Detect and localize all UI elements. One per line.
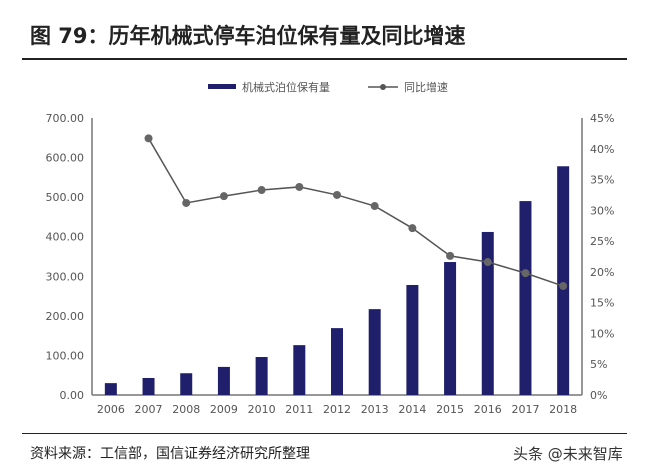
x-tick-label: 2013: [361, 403, 389, 416]
left-tick-label: 700.00: [46, 112, 85, 125]
x-tick-label: 2012: [323, 403, 351, 416]
growth-point-2017: [521, 269, 530, 278]
left-tick-label: 300.00: [46, 270, 85, 283]
legend-line-marker: [380, 84, 386, 90]
right-tick-label: 25%: [590, 235, 614, 248]
legend-bar-swatch: [208, 84, 236, 89]
growth-point-2008: [182, 198, 191, 207]
x-tick-label: 2014: [398, 403, 426, 416]
bar-2012: [331, 328, 343, 395]
bar-2010: [255, 357, 268, 395]
legend-line-label: 同比增速: [404, 80, 448, 94]
bar-2008: [180, 373, 193, 395]
bar-2018: [557, 166, 570, 395]
bar-2015: [444, 262, 457, 395]
bottom-rule: [22, 433, 627, 434]
bar-2014: [406, 284, 419, 395]
right-tick-label: 10%: [590, 327, 614, 340]
right-tick-label: 40%: [590, 143, 614, 156]
x-tick-label: 2018: [549, 403, 577, 416]
growth-point-2007: [144, 134, 153, 143]
right-tick-label: 35%: [590, 174, 614, 187]
x-tick-label: 2009: [210, 403, 238, 416]
x-tick-label: 2008: [172, 403, 200, 416]
bar-2017: [519, 201, 532, 395]
right-tick-label: 30%: [590, 204, 614, 217]
x-tick-label: 2006: [97, 403, 125, 416]
x-tick-label: 2017: [511, 403, 539, 416]
growth-point-2016: [483, 258, 492, 267]
x-tick-label: 2010: [248, 403, 276, 416]
left-tick-label: 400.00: [46, 231, 85, 244]
growth-point-2014: [408, 224, 417, 233]
bar-2011: [293, 345, 306, 395]
legend-bar-label: 机械式泊位保有量: [242, 80, 330, 94]
growth-point-2015: [446, 251, 455, 260]
top-rule: [22, 58, 627, 60]
left-tick-label: 600.00: [46, 152, 85, 165]
growth-point-2018: [559, 282, 568, 291]
right-tick-label: 0%: [590, 389, 607, 402]
growth-point-2013: [370, 202, 379, 211]
bar-2007: [142, 377, 155, 395]
growth-point-2010: [257, 186, 266, 195]
growth-point-2011: [295, 182, 304, 191]
bar-2009: [217, 366, 230, 395]
right-tick-label: 5%: [590, 358, 607, 371]
bar-2016: [481, 231, 494, 395]
chart-title: 图 79：历年机械式停车泊位保有量及同比增速: [30, 24, 466, 48]
left-tick-label: 500.00: [46, 191, 85, 204]
left-tick-label: 100.00: [46, 349, 85, 362]
left-tick-label: 200.00: [46, 310, 85, 323]
left-tick-label: 0.00: [60, 389, 85, 402]
growth-point-2009: [219, 192, 228, 201]
right-tick-label: 45%: [590, 112, 614, 125]
x-tick-label: 2011: [285, 403, 313, 416]
right-tick-label: 15%: [590, 297, 614, 310]
watermark: 头条 @未来智库: [513, 445, 623, 463]
bar-2013: [368, 309, 381, 395]
source-note: 资料来源：工信部，国信证券经济研究所整理: [30, 446, 310, 462]
x-tick-label: 2015: [436, 403, 464, 416]
x-tick-label: 2016: [474, 403, 502, 416]
growth-point-2012: [333, 190, 341, 199]
growth-line: [147, 137, 564, 287]
right-tick-label: 20%: [590, 266, 614, 279]
bar-2006: [104, 383, 117, 395]
x-tick-label: 2007: [135, 403, 163, 416]
